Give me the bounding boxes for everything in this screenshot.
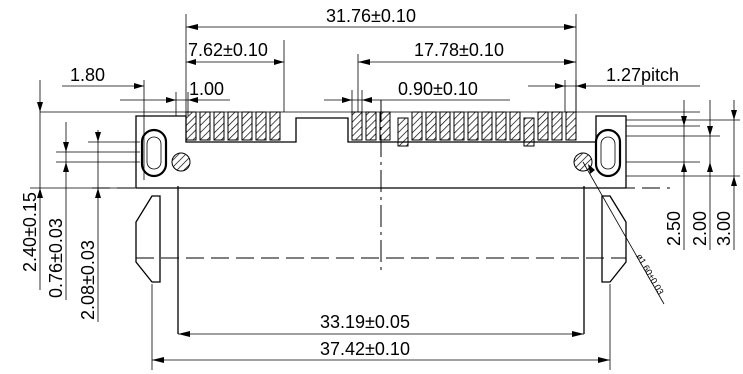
lead-row-right <box>351 111 577 147</box>
dim-label-right-c: 3.00 <box>714 211 734 246</box>
dim-right-b: 2.00 <box>626 100 720 250</box>
dim-label-right-b: 2.00 <box>690 211 710 246</box>
dim-hole-diameter: ø1.60±0.03 <box>582 161 666 305</box>
right-mounting-slot <box>594 128 622 178</box>
dim-right-c: 3.00 <box>626 100 740 250</box>
dim-label-left-offset: 1.80 <box>70 65 105 85</box>
left-mounting-slot <box>140 128 168 178</box>
dim-label-left-group: 7.62±0.10 <box>188 40 268 60</box>
dim-label-height-total: 2.40±0.15 <box>20 192 40 272</box>
dim-left-group: 7.62±0.10 <box>186 40 285 112</box>
dim-height-peg: 2.08±0.03 <box>78 130 140 322</box>
dim-right-group: 17.78±0.10 <box>357 40 576 112</box>
dim-pitch: 1.27pitch <box>528 65 700 112</box>
dim-label-outer-width: 37.42±0.10 <box>320 339 410 359</box>
dim-height-total: 2.40±0.15 <box>20 80 136 290</box>
dim-label-hole-diameter: ø1.60±0.03 <box>634 252 665 296</box>
dim-outer-width: 37.42±0.10 <box>151 284 611 370</box>
dim-inner-width: 33.19±0.05 <box>178 312 584 337</box>
dim-label-lead-width: 1.00 <box>189 79 224 99</box>
dim-label-lead-thickness: 0.90±0.10 <box>398 79 478 99</box>
dim-left-offset: 1.80 <box>62 65 145 180</box>
dim-label-height-pad: 0.76±0.03 <box>46 218 66 298</box>
left-peg <box>171 152 191 172</box>
dim-lead-thickness: 0.90±0.10 <box>324 79 510 112</box>
dim-label-pitch: 1.27pitch <box>606 65 679 85</box>
dim-label-right-a: 2.50 <box>664 211 684 246</box>
dim-label-overall-pitch: 31.76±0.10 <box>326 6 416 26</box>
dim-label-right-group: 17.78±0.10 <box>414 40 504 60</box>
dim-label-inner-width: 33.19±0.05 <box>320 312 410 332</box>
dim-right-a: 2.50 <box>626 100 700 250</box>
lead-row-left <box>185 111 281 141</box>
dim-label-height-peg: 2.08±0.03 <box>78 240 98 320</box>
dim-overall-pitch-span: 31.76±0.10 <box>185 6 577 112</box>
